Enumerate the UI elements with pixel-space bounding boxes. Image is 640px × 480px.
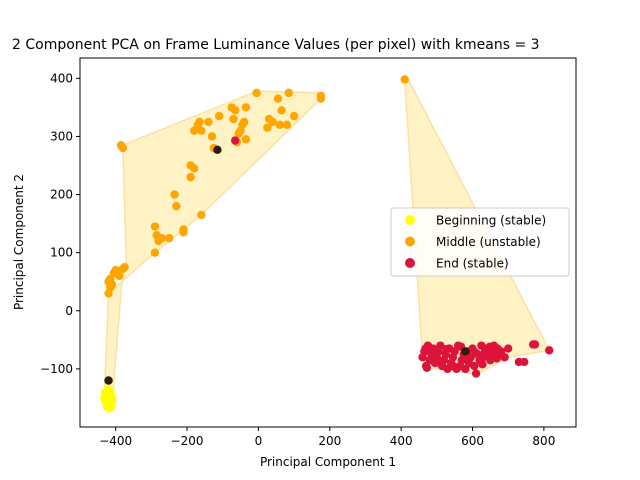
data-point-series-2 [268, 117, 277, 127]
y-tick-label: 0 [65, 304, 73, 318]
data-point-series-1 [100, 393, 109, 403]
data-point-series-3 [471, 369, 481, 378]
data-point-series-2 [179, 228, 188, 237]
data-point-series-2 [172, 201, 181, 211]
x-axis-label: Principal Component 1 [260, 455, 396, 469]
data-point-series-3 [500, 353, 509, 362]
data-point-series-2 [115, 271, 124, 281]
data-point-series-3 [530, 340, 540, 349]
y-tick-label: 400 [50, 71, 73, 85]
data-point-series-2 [289, 111, 299, 121]
y-axis-label: Principal Component 2 [12, 174, 26, 310]
y-axis-ticks: −100 0 100 200 300 400 [40, 71, 80, 376]
data-point-series-2 [277, 106, 286, 115]
legend-marker-series-3 [405, 258, 415, 268]
x-tick-label: 400 [390, 434, 413, 448]
data-point-series-2 [231, 106, 240, 115]
data-point-series-3 [504, 344, 513, 353]
data-point-series-2 [239, 117, 249, 127]
data-point-series-3 [422, 363, 432, 372]
data-point-series-2 [400, 75, 409, 84]
data-point-series-3 [435, 357, 444, 367]
legend-label-series-3: End (stable) [436, 257, 509, 271]
legend: Beginning (stable) Middle (unstable) End (… [390, 207, 570, 277]
data-point-series-2 [150, 222, 160, 231]
data-point-series-1 [105, 404, 114, 413]
data-point-series-3 [478, 360, 487, 369]
data-point-series-2 [214, 111, 224, 121]
data-point-series-2 [170, 190, 179, 199]
data-point-series-3 [470, 361, 479, 371]
y-tick-label: 300 [50, 129, 73, 143]
data-point-series-2 [275, 120, 285, 130]
data-point-series-2 [316, 91, 326, 100]
data-point-series-3 [464, 354, 473, 363]
y-tick-label: −100 [40, 362, 73, 376]
data-point-series-2 [284, 88, 293, 98]
centroid-point [461, 347, 470, 356]
x-tick-label: 200 [318, 434, 341, 448]
data-point-series-2 [186, 172, 195, 182]
data-point-series-2 [165, 233, 174, 243]
data-point-series-3 [471, 348, 480, 357]
data-point-series-3 [449, 362, 459, 371]
data-point-series-3 [436, 341, 445, 350]
data-point-series-3 [428, 348, 437, 357]
x-tick-label: 0 [255, 434, 263, 448]
x-tick-label: 600 [461, 434, 484, 448]
data-point-series-1 [107, 393, 117, 403]
legend-box [390, 207, 570, 277]
data-point-series-2 [263, 123, 272, 132]
data-point-series-2 [207, 132, 217, 141]
data-point-series-2 [150, 248, 160, 257]
data-point-series-2 [197, 126, 206, 135]
y-tick-label: 200 [50, 188, 73, 202]
data-point-series-3 [520, 357, 529, 367]
data-point-series-2 [118, 143, 128, 153]
data-point-series-2 [252, 88, 261, 98]
x-tick-label: −200 [171, 434, 204, 448]
data-point-series-1 [106, 386, 115, 396]
centroid-point [213, 145, 222, 155]
scatter-points [100, 75, 554, 413]
data-point-series-2 [157, 233, 167, 243]
data-point-series-2 [229, 114, 238, 124]
chart-title: 2 Component PCA on Frame Luminance Value… [12, 37, 540, 53]
x-axis-ticks: −400 −200 0 200 400 600 800 [99, 427, 555, 448]
data-point-series-2 [241, 103, 251, 112]
data-point-series-3 [485, 342, 494, 352]
data-point-series-3 [545, 346, 554, 355]
legend-marker-series-2 [405, 236, 415, 247]
data-point-series-2 [106, 274, 115, 284]
data-point-series-2 [120, 262, 129, 272]
data-point-series-3 [492, 354, 501, 363]
x-tick-label: −400 [99, 434, 132, 448]
data-point-series-3 [421, 344, 430, 353]
centroid-point [104, 376, 113, 385]
data-point-series-3 [231, 136, 240, 145]
data-point-series-2 [273, 94, 283, 103]
data-point-series-2 [204, 117, 213, 127]
y-tick-label: 100 [50, 246, 73, 260]
legend-label-series-1: Beginning (stable) [436, 214, 546, 228]
data-point-series-2 [189, 164, 199, 173]
cluster-centroids [104, 145, 470, 385]
data-point-series-2 [195, 117, 204, 127]
data-point-series-2 [282, 120, 292, 130]
x-tick-label: 800 [532, 434, 555, 448]
legend-marker-series-1 [405, 215, 415, 225]
legend-label-series-2: Middle (unstable) [436, 235, 541, 249]
data-point-series-3 [442, 344, 452, 354]
data-point-series-2 [241, 135, 251, 144]
data-point-series-2 [197, 210, 206, 220]
plot-area-frame [79, 57, 577, 428]
